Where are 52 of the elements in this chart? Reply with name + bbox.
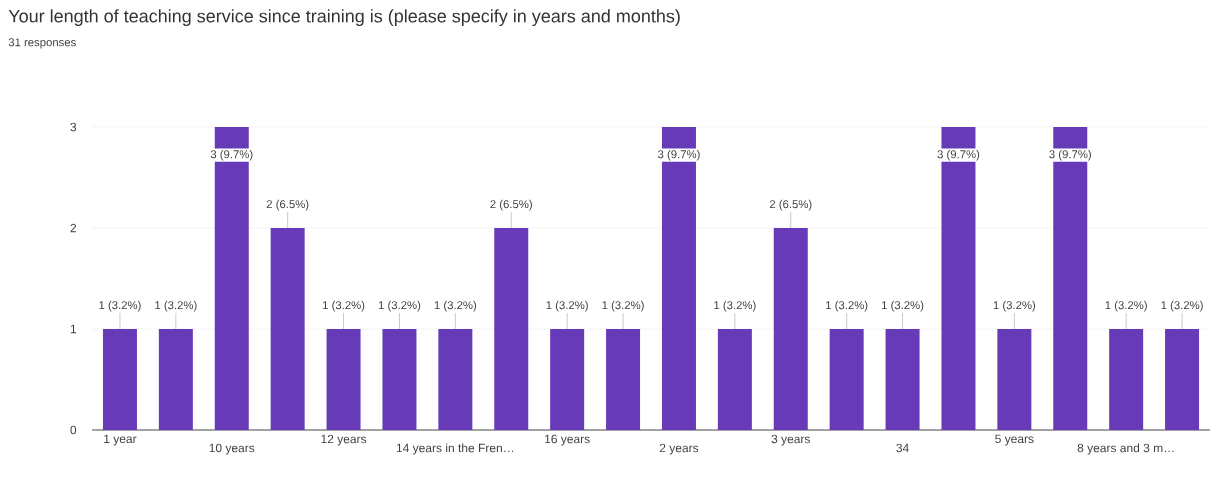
bar (270, 228, 305, 430)
data-label: 1 (3.2%) (323, 300, 365, 312)
data-label: 1 (3.2%) (99, 300, 141, 312)
bar (494, 228, 529, 430)
bar (1109, 329, 1144, 430)
data-label: 3 (9.7%) (1049, 149, 1091, 161)
bar (102, 329, 137, 430)
y-tick-label: 2 (70, 223, 77, 233)
x-tick-label: 12 years (321, 434, 367, 446)
x-tick-label: 34 (896, 443, 909, 453)
bar (997, 329, 1032, 430)
chart-subtitle: 31 responses (8, 38, 76, 49)
bar (1165, 329, 1200, 430)
data-label: 1 (3.2%) (1161, 300, 1203, 312)
x-tick-label: 5 years (995, 434, 1034, 446)
data-label: 1 (3.2%) (602, 300, 644, 312)
bar (438, 329, 473, 430)
bar (326, 329, 361, 430)
data-label: 1 (3.2%) (1105, 300, 1147, 312)
data-label: 3 (9.7%) (937, 149, 980, 161)
bar (773, 228, 808, 430)
bar (158, 329, 193, 430)
y-tick-label: 1 (70, 324, 77, 334)
data-label: 1 (3.2%) (714, 300, 756, 312)
bar (717, 329, 752, 430)
bar (382, 329, 417, 430)
data-label: 1 (3.2%) (434, 300, 477, 312)
x-tick-label: 14 years in the Fren… (396, 443, 514, 455)
y-tick-label: 3 (70, 122, 77, 132)
data-label: 1 (3.2%) (378, 300, 421, 312)
bar (550, 329, 585, 430)
bar (606, 329, 641, 430)
x-tick-label: 16 years (545, 434, 590, 446)
data-label: 3 (9.7%) (657, 149, 700, 161)
data-label: 2 (6.5%) (769, 199, 812, 211)
x-tick-label: 2 years (659, 443, 699, 455)
data-label: 3 (9.7%) (210, 149, 253, 161)
data-label: 1 (3.2%) (993, 300, 1036, 312)
chart-title: Your length of teaching service since training is (please specify in years and months) (8, 9, 680, 27)
x-tick-label: 8 years and 3 m… (1077, 443, 1174, 455)
x-tick-label: 1 year (104, 434, 137, 446)
data-label: 2 (6.5%) (266, 199, 309, 211)
x-tick-label: 10 years (209, 443, 255, 455)
bar (829, 329, 864, 430)
data-label: 1 (3.2%) (546, 300, 588, 312)
y-tick-label: 0 (70, 425, 77, 435)
x-tick-label: 3 years (771, 434, 810, 446)
data-label: 2 (6.5%) (490, 199, 532, 211)
bar (885, 329, 920, 430)
data-label: 1 (3.2%) (155, 300, 197, 312)
data-label: 1 (3.2%) (882, 300, 924, 312)
data-label: 1 (3.2%) (826, 300, 868, 312)
